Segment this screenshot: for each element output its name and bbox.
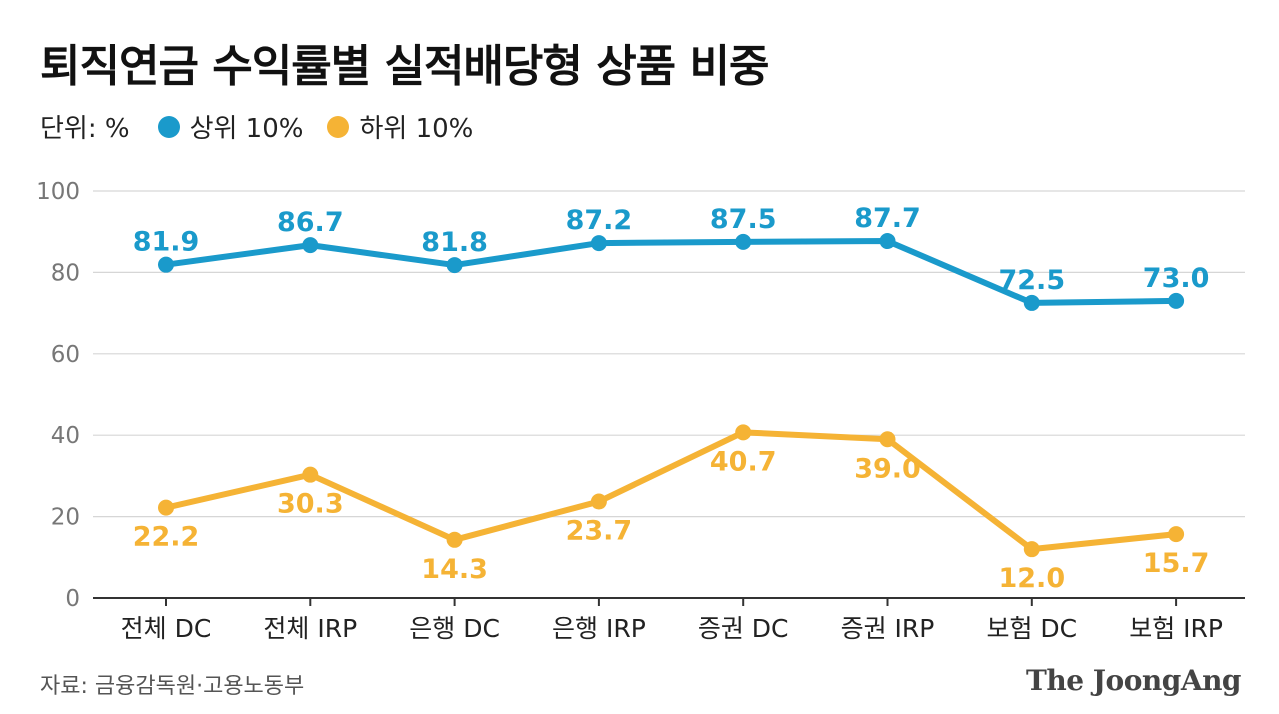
- chart-title: 퇴직연금 수익률별 실적배당형 상품 비중: [40, 41, 769, 92]
- data-label-0-1: 86.7: [277, 207, 344, 238]
- series-line-0: [163, 238, 1180, 306]
- data-point-0-1: [302, 237, 319, 254]
- series-line-1: [163, 429, 1180, 553]
- data-label-1-2: 14.3: [421, 554, 488, 585]
- y-tick-label-0: 0: [65, 586, 80, 612]
- x-tick-label-7: 보험 IRP: [1129, 614, 1223, 643]
- legend-label-top: 상위 10%: [189, 114, 304, 144]
- data-label-0-4: 87.5: [710, 204, 777, 235]
- data-label-0-0: 81.9: [133, 227, 200, 258]
- data-point-0-7: [1168, 292, 1185, 309]
- data-point-1-3: [590, 493, 607, 510]
- data-label-1-6: 12.0: [998, 563, 1065, 594]
- data-point-1-6: [1023, 541, 1040, 558]
- data-label-1-5: 39.0: [854, 453, 921, 484]
- data-point-0-0: [158, 256, 174, 273]
- data-point-0-5: [879, 233, 896, 250]
- data-label-0-3: 87.2: [566, 205, 633, 236]
- data-point-0-3: [590, 235, 607, 252]
- y-tick-label-80: 80: [51, 260, 80, 286]
- legend-item-bottom: 하위 10%: [327, 108, 473, 145]
- data-label-0-5: 87.7: [854, 203, 921, 234]
- y-tick-label-20: 20: [51, 505, 80, 531]
- x-tick-label-5: 증권 IRP: [841, 614, 935, 643]
- data-label-0-7: 73.0: [1143, 263, 1210, 294]
- x-tick-label-0: 전체 DC: [121, 614, 212, 643]
- data-label-1-3: 23.7: [566, 516, 633, 547]
- data-point-0-6: [1023, 294, 1040, 311]
- y-tick-label-40: 40: [51, 423, 80, 449]
- legend-label-bottom: 하위 10%: [359, 114, 474, 144]
- legend-dot-bottom: [327, 115, 350, 138]
- data-label-1-1: 30.3: [277, 489, 344, 520]
- x-tick-label-6: 보험 DC: [986, 614, 1077, 643]
- data-point-1-2: [446, 531, 463, 548]
- unit-label: 단위: %: [40, 114, 130, 144]
- x-tick-label-3: 은행 IRP: [552, 614, 646, 643]
- data-point-1-1: [302, 466, 319, 483]
- data-label-1-0: 22.2: [133, 522, 200, 553]
- data-point-1-0: [158, 499, 174, 516]
- y-tick-label-100: 100: [36, 179, 80, 205]
- source-note: 자료: 금융감독원·고용노동부: [40, 674, 305, 699]
- x-tick-label-2: 은행 DC: [409, 614, 500, 643]
- x-tick-label-1: 전체 IRP: [263, 614, 357, 643]
- legend: 단위: % 상위 10% 하위 10%: [40, 108, 497, 145]
- data-point-1-7: [1168, 526, 1185, 543]
- data-label-1-4: 40.7: [710, 446, 777, 477]
- data-point-0-4: [735, 233, 752, 250]
- data-point-1-4: [735, 424, 752, 441]
- data-label-0-2: 81.8: [421, 227, 488, 258]
- data-label-0-6: 72.5: [998, 265, 1065, 296]
- legend-item-top: 상위 10%: [157, 108, 304, 145]
- y-tick-label-60: 60: [51, 342, 80, 368]
- x-tick-label-4: 증권 DC: [698, 614, 789, 643]
- brand-logo: The JoongAng: [1026, 664, 1241, 697]
- data-point-0-2: [446, 257, 463, 274]
- data-point-1-5: [879, 431, 896, 448]
- data-label-1-7: 15.7: [1143, 548, 1210, 579]
- legend-dot-top: [157, 115, 180, 138]
